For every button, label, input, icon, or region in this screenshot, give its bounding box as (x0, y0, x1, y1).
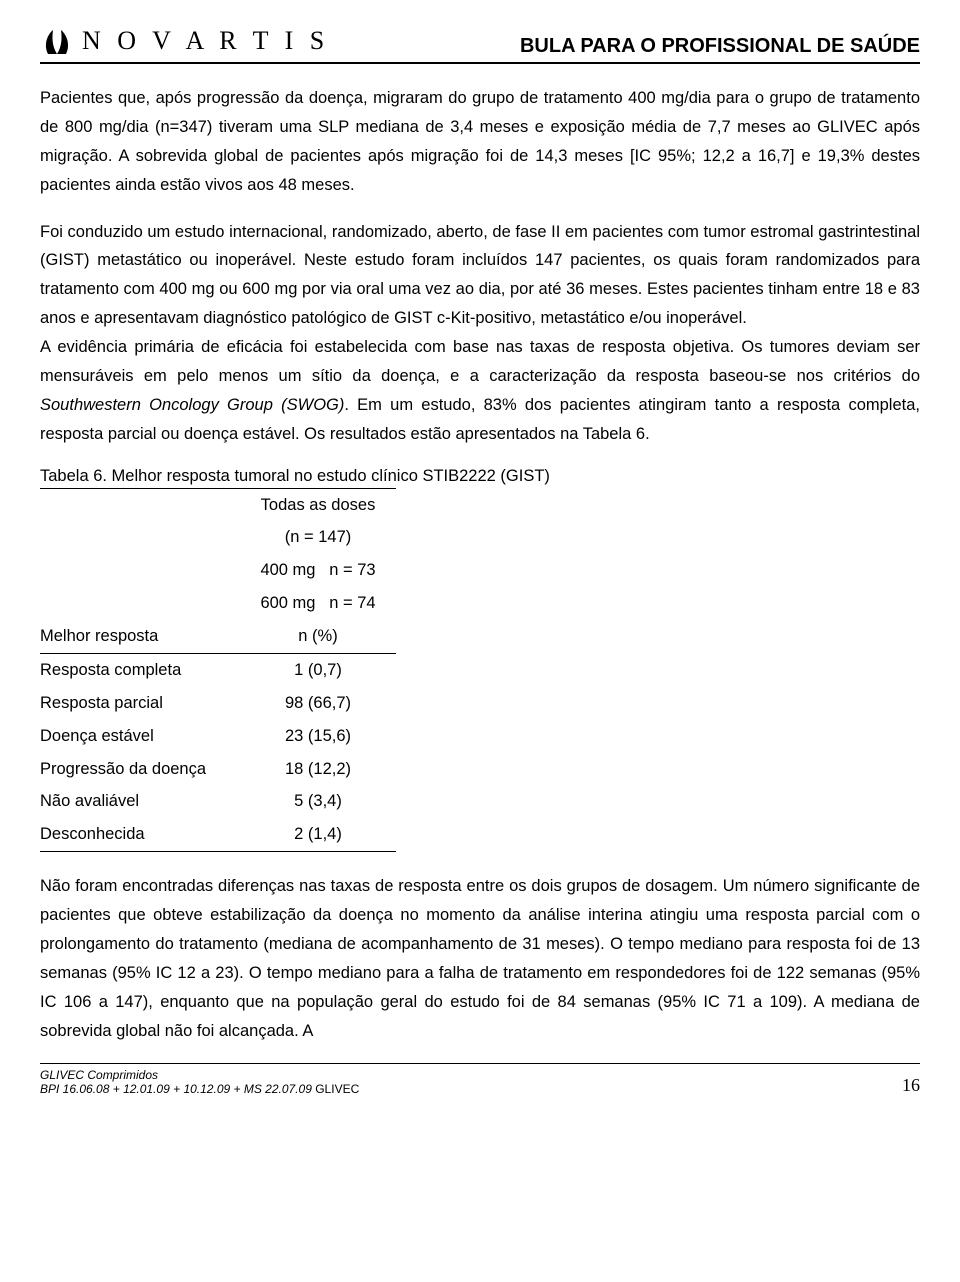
table6-r0-label: Resposta completa (40, 653, 248, 686)
page-footer: GLIVEC Comprimidos BPI 16.06.08 + 12.01.… (40, 1063, 920, 1096)
brand-logo: N O V A R T I S (40, 24, 329, 58)
page-number: 16 (902, 1075, 920, 1096)
novartis-icon (40, 24, 74, 58)
table6-caption: Tabela 6. Melhor resposta tumoral no est… (40, 467, 920, 486)
paragraph-2b-pre: A evidência primária de eficácia foi est… (40, 338, 920, 385)
table6: Todas as doses (n = 147) 400 mg n = 73 6… (40, 488, 396, 853)
table6-r5-val: 2 (1,4) (248, 818, 396, 851)
table6-r0-val: 1 (0,7) (248, 653, 396, 686)
paragraph-1: Pacientes que, após progressão da doença… (40, 84, 920, 200)
table6-head2: (n = 147) (248, 521, 396, 554)
table6-r2-label: Doença estável (40, 720, 248, 753)
table6-empty (40, 488, 248, 521)
table6-r4-val: 5 (3,4) (248, 785, 396, 818)
paragraph-2a: Foi conduzido um estudo internacional, r… (40, 223, 920, 328)
table6-rowlabel: Melhor resposta (40, 620, 248, 653)
table6-r3-label: Progressão da doença (40, 753, 248, 786)
paragraph-3: Não foram encontradas diferenças nas tax… (40, 872, 920, 1045)
table6-r2-val: 23 (15,6) (248, 720, 396, 753)
page-header: N O V A R T I S BULA PARA O PROFISSIONAL… (40, 24, 920, 64)
footer-line2-plain: GLIVEC (312, 1082, 359, 1096)
table6-head3: 400 mg n = 73 (248, 554, 396, 587)
paragraph-2: Foi conduzido um estudo internacional, r… (40, 218, 920, 449)
footer-line2-italic: BPI 16.06.08 + 12.01.09 + 10.12.09 + MS … (40, 1082, 312, 1096)
brand-name: N O V A R T I S (82, 26, 329, 56)
table6-head1: Todas as doses (248, 488, 396, 521)
table6-r5-label: Desconhecida (40, 818, 248, 851)
table6-head4: 600 mg n = 74 (248, 587, 396, 620)
table6-r4-label: Não avaliável (40, 785, 248, 818)
table6-r3-val: 18 (12,2) (248, 753, 396, 786)
table6-rowhead: n (%) (248, 620, 396, 653)
footer-line1: GLIVEC Comprimidos (40, 1068, 359, 1082)
document-title: BULA PARA O PROFISSIONAL DE SAÚDE (520, 35, 920, 58)
table6-r1-label: Resposta parcial (40, 687, 248, 720)
table6-r1-val: 98 (66,7) (248, 687, 396, 720)
paragraph-2b-italic: Southwestern Oncology Group (SWOG) (40, 396, 344, 414)
